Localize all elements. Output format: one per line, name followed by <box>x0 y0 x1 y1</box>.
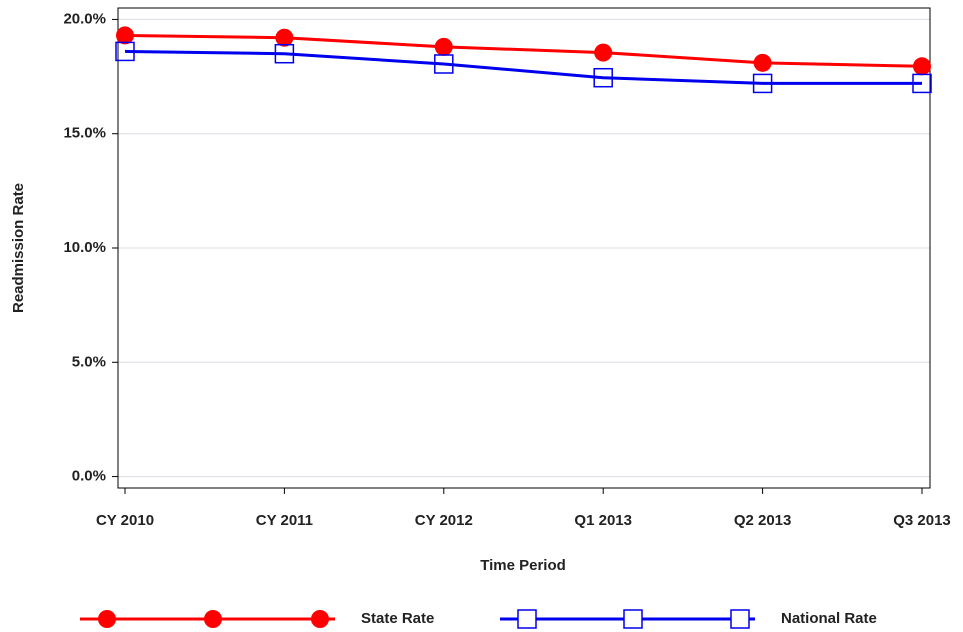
marker <box>434 54 454 74</box>
legend-marker <box>517 609 537 629</box>
x-tick-label: CY 2012 <box>415 512 473 529</box>
y-tick-label: 0.0% <box>72 468 106 485</box>
y-axis-title: Readmission Rate <box>10 183 27 313</box>
marker <box>753 53 772 72</box>
series-line <box>124 49 922 85</box>
plot-frame <box>117 7 931 489</box>
legend-marker <box>623 609 643 629</box>
x-tick-label: Q3 2013 <box>893 512 951 529</box>
legend-marker <box>730 609 750 629</box>
legend-marker <box>204 610 222 628</box>
marker <box>275 28 294 47</box>
series-line <box>124 33 923 68</box>
marker <box>752 73 773 94</box>
y-tick-label: 10.0% <box>63 239 106 256</box>
marker <box>593 67 613 88</box>
marker <box>594 43 613 62</box>
y-tick-label: 20.0% <box>63 10 106 27</box>
marker <box>912 73 932 94</box>
x-tick-label: Q2 2013 <box>734 512 792 529</box>
legend-marker <box>98 610 116 628</box>
legend-label: State Rate <box>361 610 434 627</box>
x-tick-label: Q1 2013 <box>574 512 632 529</box>
legend-label: National Rate <box>781 610 877 627</box>
legend-marker <box>311 610 329 628</box>
marker <box>116 26 134 45</box>
y-tick-label: 15.0% <box>63 125 106 142</box>
x-tick-label: CY 2011 <box>256 512 313 529</box>
marker <box>274 43 295 64</box>
x-axis-title: Time Period <box>480 557 566 574</box>
marker <box>115 41 135 62</box>
marker <box>913 57 931 76</box>
y-tick-label: 5.0% <box>72 353 106 370</box>
marker <box>434 37 453 56</box>
x-tick-label: CY 2010 <box>96 512 154 529</box>
